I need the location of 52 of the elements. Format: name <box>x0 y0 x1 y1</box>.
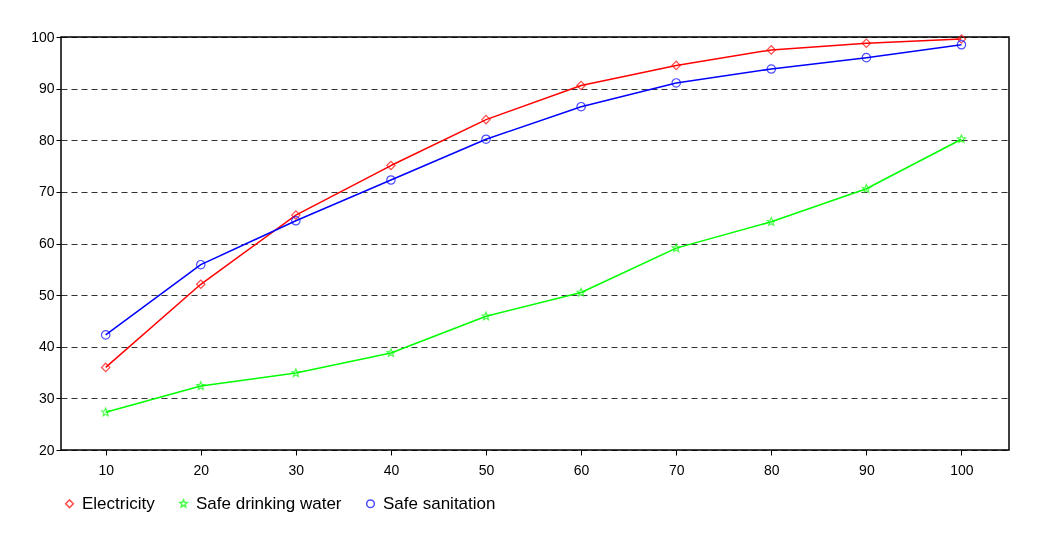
legend-label: Safe drinking water <box>196 493 342 513</box>
point <box>576 80 586 91</box>
point <box>956 134 967 144</box>
point <box>671 60 681 71</box>
point <box>956 39 967 50</box>
point <box>671 243 681 253</box>
y-tick-label: 70 <box>38 183 55 200</box>
point <box>196 381 206 390</box>
point <box>861 52 872 63</box>
point <box>576 287 586 297</box>
point <box>291 210 301 220</box>
x-tick-label: 80 <box>764 461 780 478</box>
point <box>291 368 301 378</box>
legend-label: Electricity <box>82 493 156 513</box>
x-tick-label: 30 <box>288 461 305 478</box>
y-tick-label: 50 <box>38 286 55 303</box>
point <box>100 330 111 340</box>
y-tick-label: 100 <box>31 28 55 45</box>
y-tick-label: 80 <box>38 131 55 148</box>
x-tick-label: 10 <box>98 461 115 478</box>
point <box>481 114 491 125</box>
x-tick-label: 100 <box>950 461 974 478</box>
y-tick-label: 40 <box>38 338 55 355</box>
point <box>100 362 111 373</box>
legend-label: Safe sanitation <box>383 493 496 513</box>
point <box>766 45 777 55</box>
point <box>956 34 967 44</box>
point <box>291 216 301 226</box>
point <box>861 183 871 193</box>
x-tick-label: 60 <box>573 461 590 478</box>
point <box>671 78 681 88</box>
point <box>195 279 206 290</box>
point <box>766 64 777 74</box>
point <box>766 217 776 226</box>
point <box>481 134 491 144</box>
point <box>861 38 872 48</box>
y-tick-label: 30 <box>38 389 55 406</box>
point <box>195 259 206 270</box>
x-tick-label: 40 <box>383 461 400 478</box>
x-tick-label: 20 <box>193 461 210 478</box>
x-tick-label: 50 <box>478 461 495 478</box>
x-tick-label: 90 <box>859 461 875 478</box>
point <box>481 311 491 321</box>
point <box>386 160 396 171</box>
point <box>576 101 586 112</box>
y-tick-label: 60 <box>38 235 55 251</box>
point <box>386 348 396 357</box>
y-tick-label: 90 <box>38 80 55 97</box>
point <box>101 407 111 417</box>
y-tick-label: 20 <box>38 441 55 458</box>
x-tick-label: 70 <box>668 461 685 478</box>
point <box>386 175 396 185</box>
